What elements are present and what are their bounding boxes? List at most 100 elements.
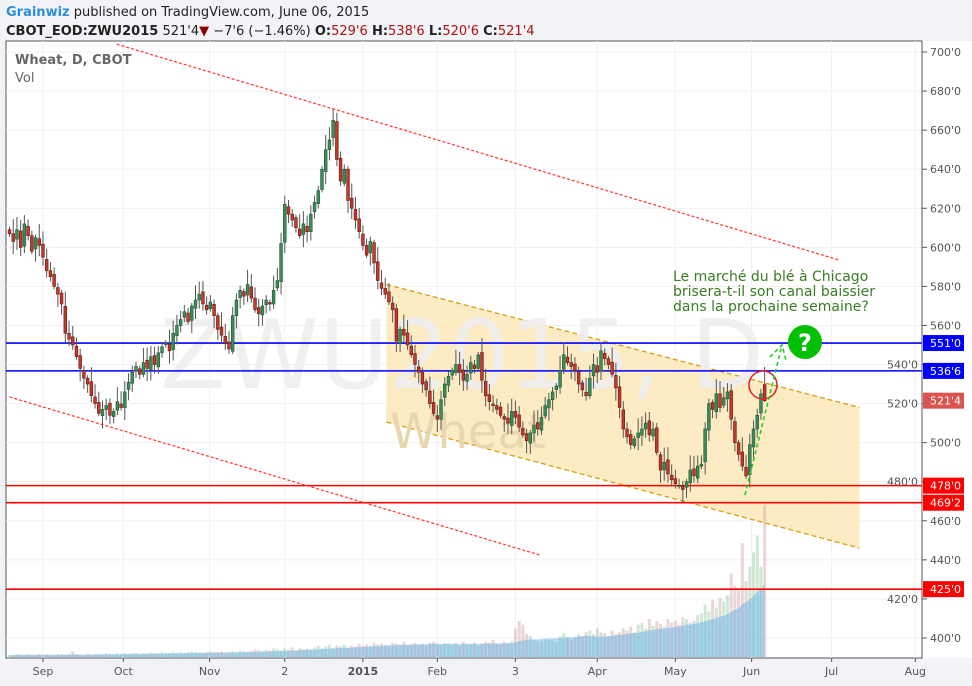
volume-bar	[260, 651, 264, 657]
volume-bar	[729, 573, 733, 657]
candle-down	[513, 411, 518, 418]
candle-down	[67, 332, 71, 340]
candle-down	[257, 307, 261, 315]
volume-bar	[11, 655, 15, 657]
volume-bar	[45, 654, 49, 657]
x-tick-label: May	[664, 665, 687, 678]
candle-down	[457, 364, 462, 373]
level-badge	[923, 362, 964, 379]
volume-bar	[432, 641, 436, 657]
candle-up	[677, 485, 681, 487]
volume-bar	[60, 654, 64, 657]
volume-bar	[569, 639, 573, 657]
volume-bar	[458, 645, 462, 657]
volume-bar	[659, 623, 662, 657]
candle-up	[748, 444, 752, 475]
lower-trend-line	[9, 396, 540, 556]
level-badge	[923, 477, 964, 494]
volume-bar	[272, 648, 276, 657]
candle-down	[673, 478, 678, 484]
candle-down	[74, 345, 79, 358]
volume-bar	[461, 641, 465, 657]
volume-bar	[346, 647, 350, 657]
candle-up	[450, 370, 454, 376]
candle-up	[111, 411, 116, 417]
candle-up	[662, 461, 666, 471]
candle-up	[714, 393, 719, 413]
volume-bar	[71, 651, 75, 657]
candle-down	[565, 356, 570, 363]
candle-up	[141, 362, 146, 375]
author-link[interactable]: Grainwiz	[6, 5, 70, 20]
volume-bar	[718, 598, 722, 657]
candle-down	[305, 225, 309, 233]
price-axis-ticks: 700'0 680'0 660'0 640'0 620'0 600'0 580'0 560'0…	[887, 46, 961, 645]
volume-bar	[614, 634, 618, 657]
upper-trend-line	[116, 43, 840, 261]
candle-up	[469, 362, 473, 374]
candle-up	[100, 409, 105, 417]
y-tick-label: 660'0	[930, 124, 961, 137]
question-mark: ?	[798, 329, 812, 357]
candle-down	[335, 121, 339, 160]
volume-bar	[688, 622, 692, 657]
candle-up	[104, 405, 108, 410]
volume-bar	[220, 651, 224, 657]
volume-bar	[428, 642, 432, 657]
candle-up	[465, 373, 469, 382]
volume-bar	[450, 645, 454, 657]
volume-bar	[368, 645, 372, 657]
open-value: 529'6	[331, 24, 368, 39]
volume-bar	[104, 653, 108, 657]
close-value: 521'4	[497, 24, 535, 39]
y-tick-label: 560'0	[930, 319, 961, 332]
volume-bar	[480, 643, 484, 657]
volume-bar	[495, 643, 499, 657]
volume-bar	[517, 620, 521, 657]
volume-bar	[484, 641, 488, 657]
level-badge	[923, 335, 964, 352]
candle-down	[614, 375, 618, 389]
candle-down	[487, 394, 492, 402]
volume-bar	[554, 641, 558, 657]
candle-up	[238, 290, 242, 299]
y-tick-label: 640'0	[930, 163, 961, 176]
x-tick-label: Apr	[588, 665, 608, 678]
candle-down	[212, 304, 216, 316]
watermark-symbol: ZWU2015, D	[160, 301, 764, 411]
volume-bar	[201, 653, 205, 657]
candle-down	[617, 386, 622, 408]
y-tick-label: 500'0	[930, 437, 961, 450]
candle-down	[108, 402, 112, 416]
candle-down	[629, 434, 633, 445]
volume-bar	[34, 655, 38, 657]
candle-up	[699, 463, 704, 467]
candle-up	[695, 465, 700, 479]
candle-up	[123, 391, 127, 408]
candle-up	[279, 243, 283, 283]
x-tick-label: Oct	[114, 665, 134, 678]
candle-down	[249, 286, 253, 299]
annotation-text[interactable]: Le marché du blé à Chicago brisera-t-il …	[673, 269, 876, 315]
candle-down	[655, 427, 659, 453]
volume-bar	[558, 636, 562, 657]
candle-up	[722, 397, 726, 406]
volume-bar	[264, 649, 268, 657]
volume-bar	[26, 654, 30, 657]
candle-down	[294, 217, 298, 229]
volume-bar	[30, 655, 34, 657]
trend-lines[interactable]	[9, 43, 840, 556]
candle-down	[268, 302, 272, 305]
volume-bar	[141, 653, 145, 657]
volume-bar	[350, 645, 354, 657]
candle-down	[495, 405, 499, 410]
candle-up	[260, 305, 265, 316]
candle-down	[666, 459, 670, 475]
candle-up	[197, 293, 201, 301]
high-label: H:	[371, 24, 389, 39]
volume-bar	[759, 566, 763, 657]
candle-down	[669, 474, 674, 481]
candle-down	[145, 359, 149, 369]
volume-bar	[78, 655, 82, 657]
